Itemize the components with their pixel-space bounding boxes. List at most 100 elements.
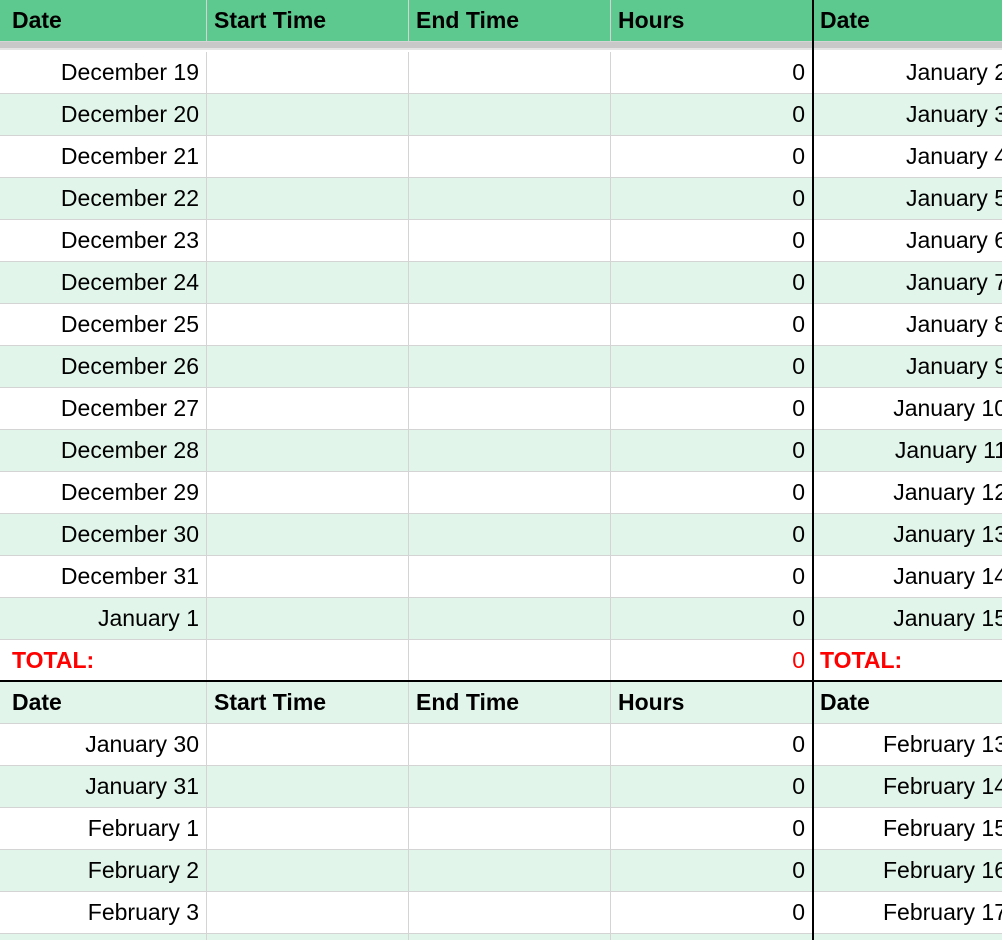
hours-cell[interactable]: 0: [611, 94, 813, 136]
start-time-cell[interactable]: [207, 850, 409, 892]
end-time-cell[interactable]: [409, 388, 611, 430]
start-time-cell[interactable]: [207, 766, 409, 808]
hours-cell[interactable]: 0: [611, 556, 813, 598]
date-cell[interactable]: January 2: [813, 52, 1002, 94]
date-cell[interactable]: January 9: [813, 346, 1002, 388]
column-header[interactable]: End Time: [409, 0, 611, 42]
start-time-cell[interactable]: [207, 136, 409, 178]
empty-cell[interactable]: [5, 934, 207, 940]
end-time-cell[interactable]: [409, 598, 611, 640]
start-time-cell[interactable]: [207, 472, 409, 514]
date-cell[interactable]: December 24: [5, 262, 207, 304]
date-cell[interactable]: January 31: [5, 766, 207, 808]
empty-cell[interactable]: [611, 934, 813, 940]
date-cell[interactable]: February 15: [813, 808, 1002, 850]
hours-cell[interactable]: 0: [611, 430, 813, 472]
empty-cell[interactable]: [813, 934, 1002, 940]
start-time-cell[interactable]: [207, 892, 409, 934]
total-label[interactable]: TOTAL:: [5, 640, 207, 682]
hours-cell[interactable]: 0: [611, 388, 813, 430]
empty-cell[interactable]: [409, 640, 611, 682]
date-cell[interactable]: December 21: [5, 136, 207, 178]
start-time-cell[interactable]: [207, 220, 409, 262]
start-time-cell[interactable]: [207, 52, 409, 94]
date-cell[interactable]: December 31: [5, 556, 207, 598]
date-cell[interactable]: December 22: [5, 178, 207, 220]
date-cell[interactable]: February 13: [813, 724, 1002, 766]
date-cell[interactable]: December 19: [5, 52, 207, 94]
column-header[interactable]: Hours: [611, 682, 813, 724]
start-time-cell[interactable]: [207, 808, 409, 850]
date-cell[interactable]: December 20: [5, 94, 207, 136]
end-time-cell[interactable]: [409, 850, 611, 892]
hours-cell[interactable]: 0: [611, 52, 813, 94]
hours-cell[interactable]: 0: [611, 262, 813, 304]
start-time-cell[interactable]: [207, 178, 409, 220]
hours-cell[interactable]: 0: [611, 220, 813, 262]
end-time-cell[interactable]: [409, 94, 611, 136]
date-cell[interactable]: February 14: [813, 766, 1002, 808]
date-cell[interactable]: February 16: [813, 850, 1002, 892]
end-time-cell[interactable]: [409, 514, 611, 556]
start-time-cell[interactable]: [207, 556, 409, 598]
hours-cell[interactable]: 0: [611, 808, 813, 850]
date-cell[interactable]: January 4: [813, 136, 1002, 178]
start-time-cell[interactable]: [207, 598, 409, 640]
end-time-cell[interactable]: [409, 220, 611, 262]
column-header[interactable]: Date: [5, 0, 207, 42]
date-cell[interactable]: January 10: [813, 388, 1002, 430]
end-time-cell[interactable]: [409, 724, 611, 766]
hours-cell[interactable]: 0: [611, 304, 813, 346]
total-hours[interactable]: 0: [611, 640, 813, 682]
date-cell[interactable]: February 3: [5, 892, 207, 934]
date-cell[interactable]: February 17: [813, 892, 1002, 934]
hours-cell[interactable]: 0: [611, 178, 813, 220]
date-cell[interactable]: January 13: [813, 514, 1002, 556]
date-cell[interactable]: January 6: [813, 220, 1002, 262]
start-time-cell[interactable]: [207, 262, 409, 304]
start-time-cell[interactable]: [207, 430, 409, 472]
empty-cell[interactable]: [207, 640, 409, 682]
hours-cell[interactable]: 0: [611, 346, 813, 388]
date-cell[interactable]: December 25: [5, 304, 207, 346]
end-time-cell[interactable]: [409, 346, 611, 388]
empty-cell[interactable]: [409, 934, 611, 940]
column-header[interactable]: Hours: [611, 0, 813, 42]
hours-cell[interactable]: 0: [611, 514, 813, 556]
total-label[interactable]: TOTAL:: [813, 640, 1002, 682]
date-cell[interactable]: December 30: [5, 514, 207, 556]
end-time-cell[interactable]: [409, 178, 611, 220]
date-cell[interactable]: January 30: [5, 724, 207, 766]
end-time-cell[interactable]: [409, 304, 611, 346]
column-header[interactable]: Date: [5, 682, 207, 724]
hours-cell[interactable]: 0: [611, 472, 813, 514]
start-time-cell[interactable]: [207, 724, 409, 766]
date-cell[interactable]: December 29: [5, 472, 207, 514]
date-cell[interactable]: January 14: [813, 556, 1002, 598]
hours-cell[interactable]: 0: [611, 850, 813, 892]
start-time-cell[interactable]: [207, 388, 409, 430]
date-cell[interactable]: December 23: [5, 220, 207, 262]
hours-cell[interactable]: 0: [611, 598, 813, 640]
end-time-cell[interactable]: [409, 556, 611, 598]
column-header[interactable]: Start Time: [207, 682, 409, 724]
date-cell[interactable]: February 2: [5, 850, 207, 892]
date-cell[interactable]: December 28: [5, 430, 207, 472]
date-cell[interactable]: January 15: [813, 598, 1002, 640]
end-time-cell[interactable]: [409, 430, 611, 472]
end-time-cell[interactable]: [409, 136, 611, 178]
column-header[interactable]: Date: [813, 0, 1002, 42]
hours-cell[interactable]: 0: [611, 136, 813, 178]
end-time-cell[interactable]: [409, 472, 611, 514]
date-cell[interactable]: January 11: [813, 430, 1002, 472]
column-header[interactable]: Date: [813, 682, 1002, 724]
date-cell[interactable]: December 27: [5, 388, 207, 430]
date-cell[interactable]: January 3: [813, 94, 1002, 136]
start-time-cell[interactable]: [207, 514, 409, 556]
end-time-cell[interactable]: [409, 262, 611, 304]
end-time-cell[interactable]: [409, 808, 611, 850]
date-cell[interactable]: January 12: [813, 472, 1002, 514]
start-time-cell[interactable]: [207, 94, 409, 136]
date-cell[interactable]: January 8: [813, 304, 1002, 346]
date-cell[interactable]: January 5: [813, 178, 1002, 220]
